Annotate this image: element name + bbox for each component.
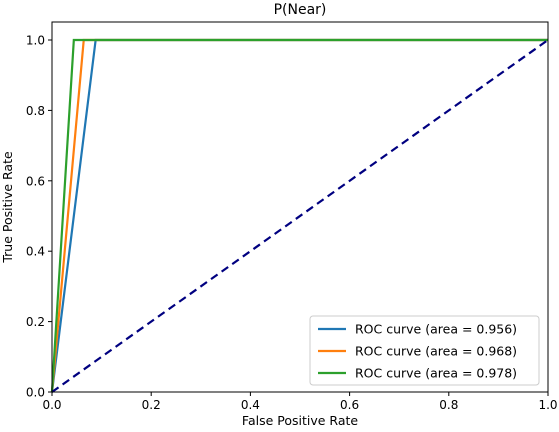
legend-label-2: ROC curve (area = 0.968) (355, 344, 517, 359)
y-axis: 0.0 0.2 0.4 0.6 0.8 1.0 (26, 34, 52, 400)
x-tick-label: 0.2 (142, 398, 161, 412)
legend: ROC curve (area = 0.956) ROC curve (area … (309, 315, 540, 386)
roc-curve-3 (50, 38, 548, 393)
y-tick-label: 0.4 (26, 245, 45, 259)
x-tick-label: 0.8 (439, 398, 458, 412)
y-tick-label: 0.8 (26, 104, 45, 118)
x-tick-label: 1.0 (538, 398, 557, 412)
y-axis-label: True Positive Rate (0, 151, 15, 264)
legend-label-3: ROC curve (area = 0.978) (355, 366, 517, 381)
x-tick-label: 0.0 (42, 398, 61, 412)
legend-box (309, 315, 540, 386)
legend-label-1: ROC curve (area = 0.956) (355, 322, 517, 337)
axes-frame (51, 21, 549, 393)
x-tick-label: 0.6 (340, 398, 359, 412)
y-tick-label: 0.0 (26, 386, 45, 400)
x-axis: 0.0 0.2 0.4 0.6 0.8 1.0 (42, 392, 558, 412)
reference-diagonal-line (51, 39, 549, 393)
chart-title: P(Near) (274, 2, 327, 18)
plot-area (50, 38, 549, 393)
y-tick-label: 0.2 (26, 315, 45, 329)
x-axis-label: False Positive Rate (242, 413, 358, 428)
y-tick-label: 0.6 (26, 174, 45, 188)
y-tick-label: 1.0 (26, 34, 45, 48)
x-tick-label: 0.4 (241, 398, 260, 412)
